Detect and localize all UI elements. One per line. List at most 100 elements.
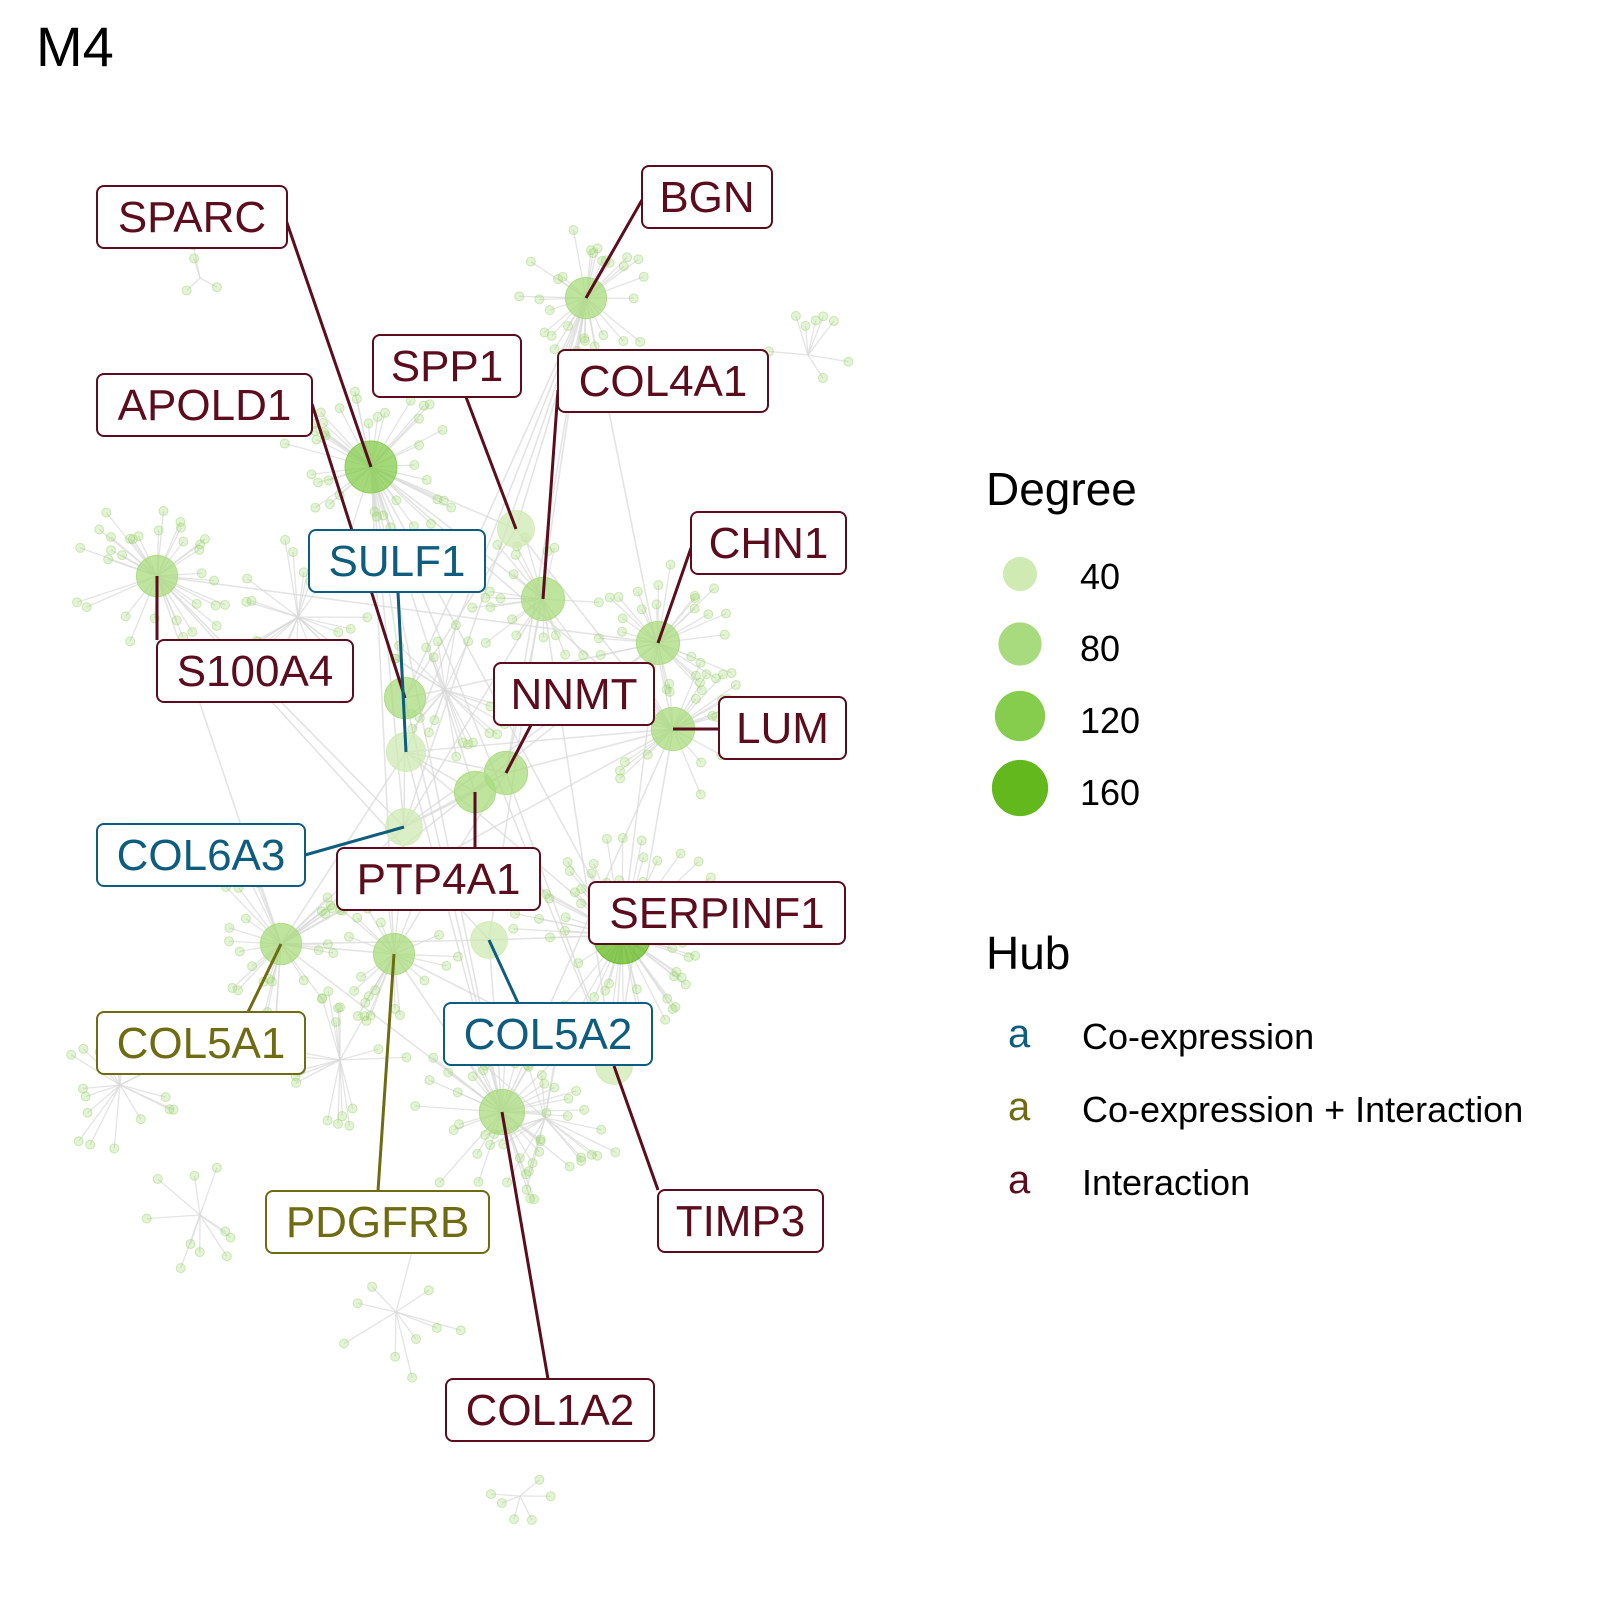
network-node-105 xyxy=(694,677,705,688)
network-node-379 xyxy=(423,1285,434,1296)
label-lum: LUM xyxy=(736,704,829,753)
network-node-73 xyxy=(194,544,205,555)
network-node-115 xyxy=(651,599,662,610)
network-node-59 xyxy=(592,243,603,254)
network-node-266 xyxy=(80,1091,91,1102)
network-edge-450 xyxy=(489,1117,546,1146)
hub-legend-key-coexpression: a xyxy=(1008,1012,1031,1056)
network-node-38 xyxy=(315,407,326,418)
network-node-232 xyxy=(326,903,337,914)
network-node-399 xyxy=(526,1515,537,1525)
network-node-315 xyxy=(241,596,252,607)
network-node-196 xyxy=(535,1134,546,1145)
network-node-102 xyxy=(632,586,643,597)
network-node-85 xyxy=(117,550,128,561)
network-node-174 xyxy=(669,971,680,982)
network-edge-440 xyxy=(339,1059,354,1109)
network-node-436 xyxy=(322,1115,333,1126)
network-node-36 xyxy=(414,440,425,451)
network-node-441 xyxy=(373,1044,384,1055)
network-node-43 xyxy=(546,330,557,341)
leader-line-col4a1 xyxy=(541,389,560,600)
network-edge-259 xyxy=(87,1084,121,1114)
network-node-338 xyxy=(480,637,491,648)
network-node-136 xyxy=(683,952,694,963)
network-node-228 xyxy=(234,946,245,957)
network-node-325 xyxy=(578,650,589,661)
network-node-284 xyxy=(419,975,430,986)
network-edge-494 xyxy=(405,751,623,936)
network-node-385 xyxy=(407,1372,418,1383)
leader-line-chn1 xyxy=(656,547,693,644)
network-edge-371 xyxy=(199,1214,226,1233)
network-node-456 xyxy=(592,1150,603,1161)
network-node-140 xyxy=(652,855,663,866)
network-node-276 xyxy=(452,951,463,962)
network-node-194 xyxy=(520,1169,531,1180)
network-edge-500 xyxy=(505,728,674,774)
network-node-324 xyxy=(550,630,561,641)
label-sparc: SPARC xyxy=(118,193,266,242)
network-node-293 xyxy=(434,929,445,940)
network-node-84 xyxy=(94,524,105,535)
network-node-110 xyxy=(719,629,730,640)
network-node-20 xyxy=(324,499,335,510)
network-node-66 xyxy=(598,330,609,341)
network-edge-427 xyxy=(339,1056,407,1061)
network-edge-439 xyxy=(295,1059,341,1077)
network-node-209 xyxy=(454,1119,465,1130)
network-node-424 xyxy=(421,642,432,653)
network-node-79 xyxy=(105,531,116,542)
network-edge-401 xyxy=(513,1495,521,1520)
degree-legend-key-120 xyxy=(994,690,1046,742)
network-node-191 xyxy=(410,1100,421,1111)
network-edge-382 xyxy=(371,1286,397,1313)
network-node-382 xyxy=(367,1281,378,1292)
label-box-lum xyxy=(718,696,847,760)
network-node-159 xyxy=(569,887,580,898)
network-node-55 xyxy=(525,256,536,267)
network-edge-399 xyxy=(519,1495,533,1521)
network-node-401 xyxy=(509,1514,520,1525)
network-node-288 xyxy=(365,1010,376,1021)
network-node-126 xyxy=(703,609,714,620)
network-edge-412 xyxy=(428,689,446,733)
network-edge-514 xyxy=(280,943,503,1113)
network-edge-482 xyxy=(403,598,544,828)
network-node-242 xyxy=(317,993,328,1004)
network-edge-297 xyxy=(292,551,299,618)
network-node-267 xyxy=(77,1083,88,1094)
network-node-6 xyxy=(409,460,420,471)
network-node-426 xyxy=(333,1002,344,1013)
network-edge-479 xyxy=(404,528,517,699)
label-box-nnmt xyxy=(493,662,655,726)
network-edge-315 xyxy=(246,601,299,618)
network-node-206 xyxy=(535,1136,546,1147)
network-edge-395 xyxy=(199,277,218,288)
network-edge-267 xyxy=(82,1084,121,1090)
network-node-82 xyxy=(210,600,221,611)
network-node-53 xyxy=(635,336,646,347)
network-edge-477 xyxy=(403,297,587,828)
network-node-223 xyxy=(527,1158,538,1169)
network-edge-474 xyxy=(405,297,587,753)
network-edge-380 xyxy=(394,1311,397,1357)
network-edge-374 xyxy=(157,1178,201,1216)
network-node-74 xyxy=(133,531,144,542)
network-node-360 xyxy=(615,773,626,784)
network-node-270 xyxy=(135,1114,146,1125)
network-node-77 xyxy=(211,620,222,631)
network-node-100 xyxy=(196,568,207,579)
network-node-415 xyxy=(492,729,503,740)
network-node-365 xyxy=(695,789,706,800)
network-node-272 xyxy=(66,1049,77,1060)
network-node-435 xyxy=(323,986,334,997)
network-edge-438 xyxy=(321,997,341,1061)
network-node-374 xyxy=(152,1173,163,1184)
network-edge-432 xyxy=(339,1059,351,1126)
network-node-451 xyxy=(596,1124,607,1135)
network-edge-487 xyxy=(156,575,659,644)
network-node-332 xyxy=(510,549,521,560)
network-edge-428 xyxy=(339,1015,366,1061)
